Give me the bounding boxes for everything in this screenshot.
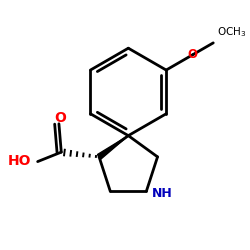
Text: NH: NH bbox=[152, 186, 173, 200]
Text: HO: HO bbox=[8, 154, 32, 168]
Text: O: O bbox=[188, 48, 198, 61]
Text: O: O bbox=[54, 111, 66, 125]
Polygon shape bbox=[98, 136, 128, 159]
Text: OCH$_3$: OCH$_3$ bbox=[217, 26, 246, 39]
